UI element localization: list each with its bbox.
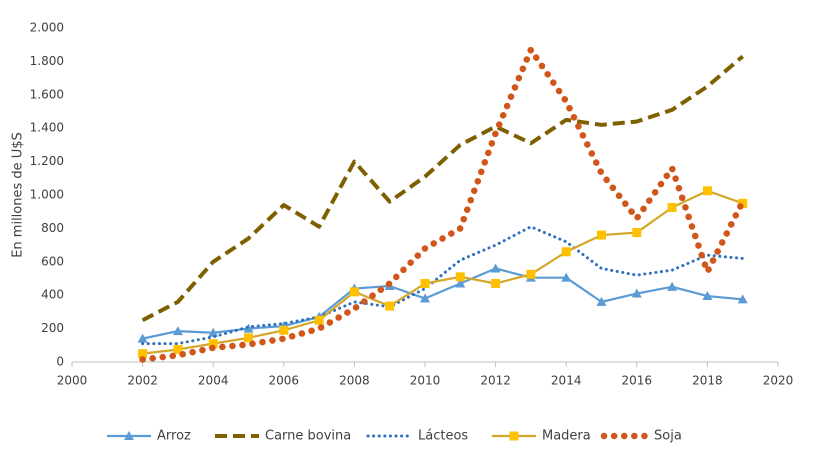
legend-label: Soja	[654, 429, 682, 444]
data-point	[173, 344, 183, 354]
series-line	[141, 225, 745, 346]
series-line	[139, 46, 746, 363]
data-point	[420, 279, 430, 289]
y-tick-label: 1.800	[30, 54, 64, 68]
legend-marker	[124, 431, 134, 440]
data-point	[561, 247, 571, 257]
data-point	[244, 333, 253, 343]
data-point	[738, 198, 748, 208]
data-point	[667, 281, 678, 291]
data-point	[279, 325, 289, 335]
y-tick-label: 1.200	[30, 154, 64, 168]
data-point	[632, 228, 642, 238]
data-point	[490, 263, 501, 273]
data-point	[596, 296, 607, 306]
data-point	[243, 323, 254, 333]
data-point	[455, 272, 465, 282]
data-point	[138, 349, 148, 359]
legend-label: Lácteos	[418, 429, 468, 444]
y-tick-label: 400	[41, 288, 64, 302]
x-tick-label: 2012	[480, 374, 511, 388]
data-point	[349, 287, 359, 297]
data-point	[420, 293, 430, 303]
data-point	[172, 326, 183, 336]
x-tick-label: 2010	[410, 374, 441, 388]
data-point	[667, 203, 677, 213]
x-tick-label: 2004	[198, 374, 229, 388]
data-point	[137, 333, 148, 343]
y-tick-label: 2.000	[30, 21, 64, 35]
legend-label: Arroz	[157, 429, 191, 444]
data-point	[455, 278, 466, 288]
x-tick-label: 2002	[127, 374, 158, 388]
series-line	[141, 54, 744, 323]
data-point	[597, 230, 606, 240]
data-point	[385, 301, 395, 311]
data-point	[561, 272, 572, 282]
data-point	[702, 291, 713, 301]
x-tick-label: 2000	[57, 374, 88, 388]
y-tick-label: 200	[41, 321, 64, 335]
x-tick-label: 2014	[551, 374, 582, 388]
legend-marker	[509, 431, 519, 441]
x-tick-label: 2008	[339, 374, 370, 388]
data-point	[526, 269, 536, 279]
data-point	[314, 315, 324, 325]
data-point	[208, 339, 218, 349]
y-tick-label: 800	[41, 221, 64, 235]
legend-label: Madera	[542, 429, 591, 444]
series-line	[142, 189, 744, 355]
series-line	[142, 267, 743, 340]
x-tick-label: 2006	[269, 374, 300, 388]
y-tick-label: 1.400	[30, 121, 64, 135]
x-tick-label: 2018	[692, 374, 723, 388]
y-tick-label: 600	[41, 254, 64, 268]
data-point	[702, 186, 712, 196]
data-point	[491, 279, 501, 289]
y-tick-label: 1.600	[30, 87, 64, 101]
x-tick-label: 2020	[763, 374, 794, 388]
y-axis-label: En millones de U$S	[11, 132, 26, 258]
y-tick-label: 0	[56, 355, 64, 369]
x-tick-label: 2016	[622, 374, 653, 388]
data-point	[208, 327, 219, 337]
legend-label: Carne bovina	[265, 429, 351, 444]
y-tick-label: 1.000	[30, 188, 64, 202]
data-point	[631, 288, 642, 298]
data-point	[737, 294, 748, 304]
